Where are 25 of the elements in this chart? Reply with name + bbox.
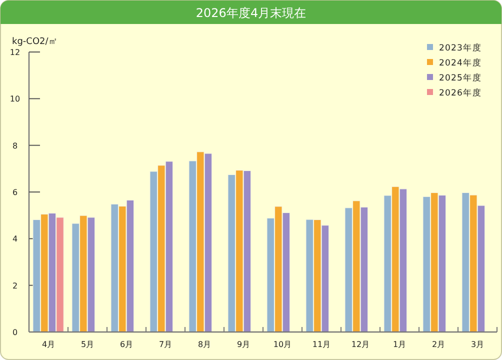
x-tick-label: 11月 [312,340,331,349]
x-tick-label: 12月 [351,340,370,349]
legend-label: 2025年度 [439,72,482,84]
x-tick-label: 2月 [432,340,446,349]
legend-label: 2023年度 [439,42,482,54]
x-tick-label: 3月 [470,340,484,349]
y-tick-label: 12 [10,48,20,57]
chart-title: 2026年度4月末現在 [196,6,306,20]
legend-label: 2024年度 [439,58,482,68]
legend-label: 2026年度 [439,88,482,98]
y-tick-label: 4 [12,234,18,244]
x-tick-label: 8月 [198,340,212,349]
y-tick-label: 2 [12,281,18,290]
x-tick-label: 7月 [158,340,172,349]
y-tick-label: 8 [12,141,18,150]
x-tick-label: 1月 [392,340,406,349]
x-tick-label: 6月 [120,340,134,349]
y-tick-label: 6 [12,188,18,197]
x-tick-label: 4月 [42,340,56,349]
y-axis-title: kg-CO2/㎡ [12,37,58,47]
x-tick-label: 5月 [80,340,94,349]
x-tick-label: 10月 [273,340,292,349]
y-tick-label: 0 [12,328,18,337]
x-tick-label: 9月 [236,340,250,349]
y-tick-label: 10 [10,94,20,104]
